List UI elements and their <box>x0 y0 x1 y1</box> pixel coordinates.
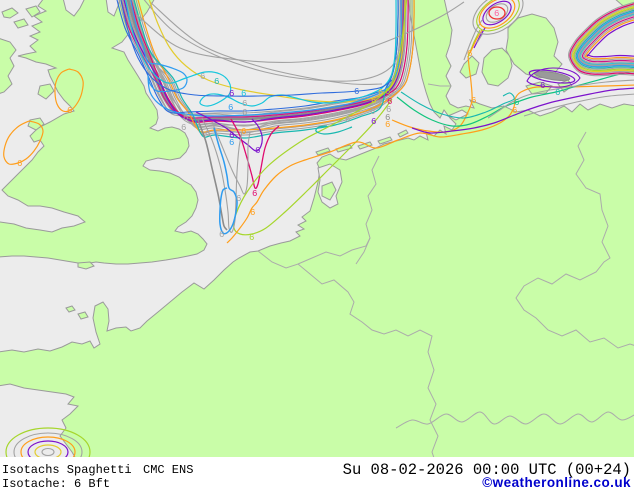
svg-text:6: 6 <box>371 96 376 106</box>
svg-text:6: 6 <box>385 113 390 123</box>
svg-text:6: 6 <box>229 131 234 141</box>
svg-text:6: 6 <box>386 105 391 115</box>
svg-text:6: 6 <box>555 88 560 98</box>
svg-text:©weatheronline.co.uk: ©weatheronline.co.uk <box>482 475 631 490</box>
svg-text:6: 6 <box>494 9 499 19</box>
svg-text:6: 6 <box>229 138 234 148</box>
svg-text:6: 6 <box>371 117 376 127</box>
svg-text:6: 6 <box>378 88 383 98</box>
svg-text:6: 6 <box>67 106 72 116</box>
svg-text:6: 6 <box>370 107 375 117</box>
svg-text:6: 6 <box>252 189 257 199</box>
svg-text:CMC ENS: CMC ENS <box>143 463 193 477</box>
svg-text:6: 6 <box>181 123 186 133</box>
svg-text:6: 6 <box>249 233 254 243</box>
svg-text:6: 6 <box>512 106 517 116</box>
svg-text:6: 6 <box>514 98 519 108</box>
svg-text:6: 6 <box>387 97 392 107</box>
svg-text:6: 6 <box>250 208 255 218</box>
svg-text:6: 6 <box>236 194 241 204</box>
svg-text:6: 6 <box>345 115 350 125</box>
svg-text:6: 6 <box>385 120 390 130</box>
svg-text:6: 6 <box>205 129 210 139</box>
svg-text:6: 6 <box>183 113 188 123</box>
svg-text:6: 6 <box>214 77 219 87</box>
svg-text:6: 6 <box>219 230 224 240</box>
svg-text:6: 6 <box>354 87 359 97</box>
svg-text:6: 6 <box>471 96 476 106</box>
svg-text:6: 6 <box>540 81 545 91</box>
svg-text:6: 6 <box>229 89 234 99</box>
svg-text:Su 08-02-2026 00:00 UTC (00+24: Su 08-02-2026 00:00 UTC (00+24) <box>343 461 631 479</box>
svg-text:6: 6 <box>228 103 233 113</box>
svg-text:6: 6 <box>241 89 246 99</box>
svg-text:6: 6 <box>255 146 260 156</box>
svg-text:6: 6 <box>242 108 247 118</box>
svg-text:6: 6 <box>467 49 472 59</box>
svg-text:6: 6 <box>17 159 22 169</box>
svg-text:6: 6 <box>385 87 390 97</box>
svg-text:6: 6 <box>241 127 246 137</box>
svg-text:6: 6 <box>242 99 247 109</box>
svg-text:Isotachs Spaghetti: Isotachs Spaghetti <box>2 463 132 477</box>
svg-text:Isotache: 6 Bft: Isotache: 6 Bft <box>2 477 110 490</box>
svg-text:6: 6 <box>200 72 205 82</box>
